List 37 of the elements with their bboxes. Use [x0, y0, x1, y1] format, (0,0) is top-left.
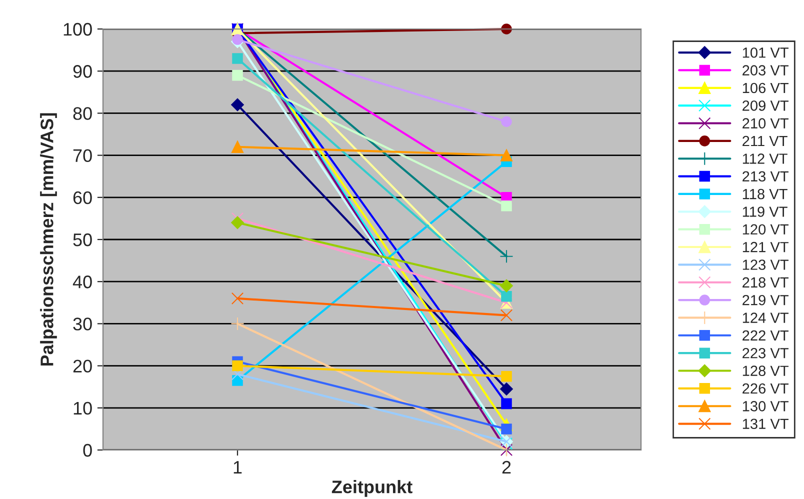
legend-label: 106 VT — [742, 82, 789, 94]
legend-label: 130 VT — [742, 401, 789, 412]
legend-label: 123 VT — [742, 260, 789, 270]
x-tick-label: 2 — [502, 460, 511, 474]
legend-label: 219 VT — [742, 294, 789, 306]
y-tick-label: 70 — [73, 149, 92, 162]
y-tick-label: 30 — [73, 318, 92, 330]
y-tick-label: 10 — [74, 402, 92, 415]
legend-label: 209 VT — [742, 100, 789, 111]
x-axis-title: Zeitpunkt — [332, 480, 412, 497]
legend-label: 121 VT — [742, 242, 789, 252]
y-axis-title: Palpationsschmerz [mm/VAS] — [40, 113, 57, 366]
x-tick-label: 1 — [234, 461, 242, 474]
legend-label: 211 VT — [742, 136, 788, 146]
legend-label: 222 VT — [742, 330, 789, 340]
y-tick-label: 90 — [73, 65, 92, 78]
legend-label: 218 VT — [742, 277, 789, 288]
legend-label: 112 VT — [742, 154, 788, 164]
y-tick-label: 100 — [64, 22, 92, 36]
legend-label: 119 VT — [742, 206, 788, 217]
legend-label: 118 VT — [742, 188, 788, 200]
legend-label: 120 VT — [742, 224, 789, 235]
legend-label: 226 VT — [742, 383, 789, 394]
y-tick-label: 20 — [73, 360, 92, 373]
y-tick-label: 50 — [73, 233, 92, 246]
legend-label: 213 VT — [742, 171, 789, 182]
y-tick-label: 80 — [73, 107, 92, 120]
legend-label: 101 VT — [742, 47, 789, 58]
legend-label: 223 VT — [742, 348, 789, 358]
y-tick-label: 0 — [83, 444, 92, 457]
y-tick-label: 60 — [73, 191, 92, 204]
legend-label: 131 VT — [742, 418, 789, 430]
legend-label: 124 VT — [742, 312, 789, 323]
legend-label: 203 VT — [742, 65, 789, 76]
legend-label: 128 VT — [742, 366, 789, 376]
legend-label: 210 VT — [742, 118, 789, 129]
y-tick-label: 40 — [72, 276, 92, 288]
